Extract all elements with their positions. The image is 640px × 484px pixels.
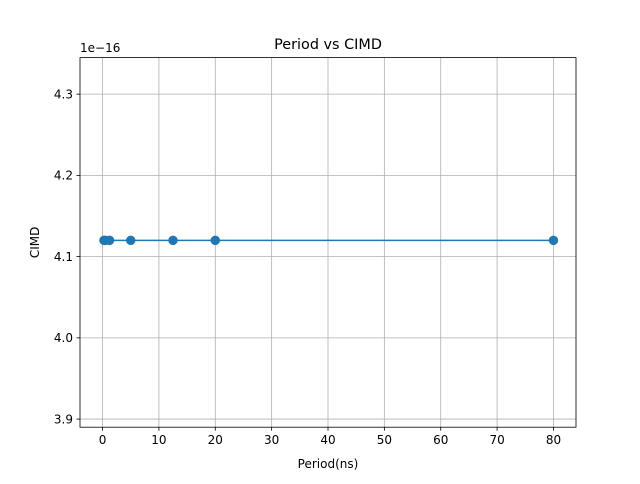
x-tick-label: 70 <box>489 433 504 447</box>
x-tick-label: 20 <box>208 433 223 447</box>
y-tick-label: 4.3 <box>54 87 73 101</box>
x-tick-label: 80 <box>546 433 561 447</box>
data-point <box>125 235 136 246</box>
x-axis-ticks: 0 10 20 30 40 50 60 70 80 <box>99 427 561 447</box>
plot-data <box>99 235 559 246</box>
y-axis-label: CIMD <box>28 227 42 259</box>
x-axis-label: Period(ns) <box>298 457 359 471</box>
y-axis-ticks: 3.9 4.0 4.1 4.2 4.3 <box>54 87 80 426</box>
data-point <box>104 235 115 246</box>
y-offset-label: 1e−16 <box>80 41 120 55</box>
y-tick-label: 4.0 <box>54 331 73 345</box>
data-point <box>168 235 178 246</box>
x-tick-label: 0 <box>99 433 107 447</box>
x-tick-label: 40 <box>320 433 335 447</box>
chart-title: Period vs CIMD <box>274 37 382 53</box>
y-tick-label: 4.2 <box>54 169 73 183</box>
y-tick-label: 3.9 <box>54 412 73 426</box>
data-point <box>210 235 221 246</box>
data-point <box>548 235 559 246</box>
x-tick-label: 60 <box>433 433 448 447</box>
x-tick-label: 10 <box>151 433 166 447</box>
x-tick-label: 30 <box>264 433 279 447</box>
y-tick-label: 4.1 <box>54 250 73 264</box>
x-tick-label: 50 <box>377 433 392 447</box>
